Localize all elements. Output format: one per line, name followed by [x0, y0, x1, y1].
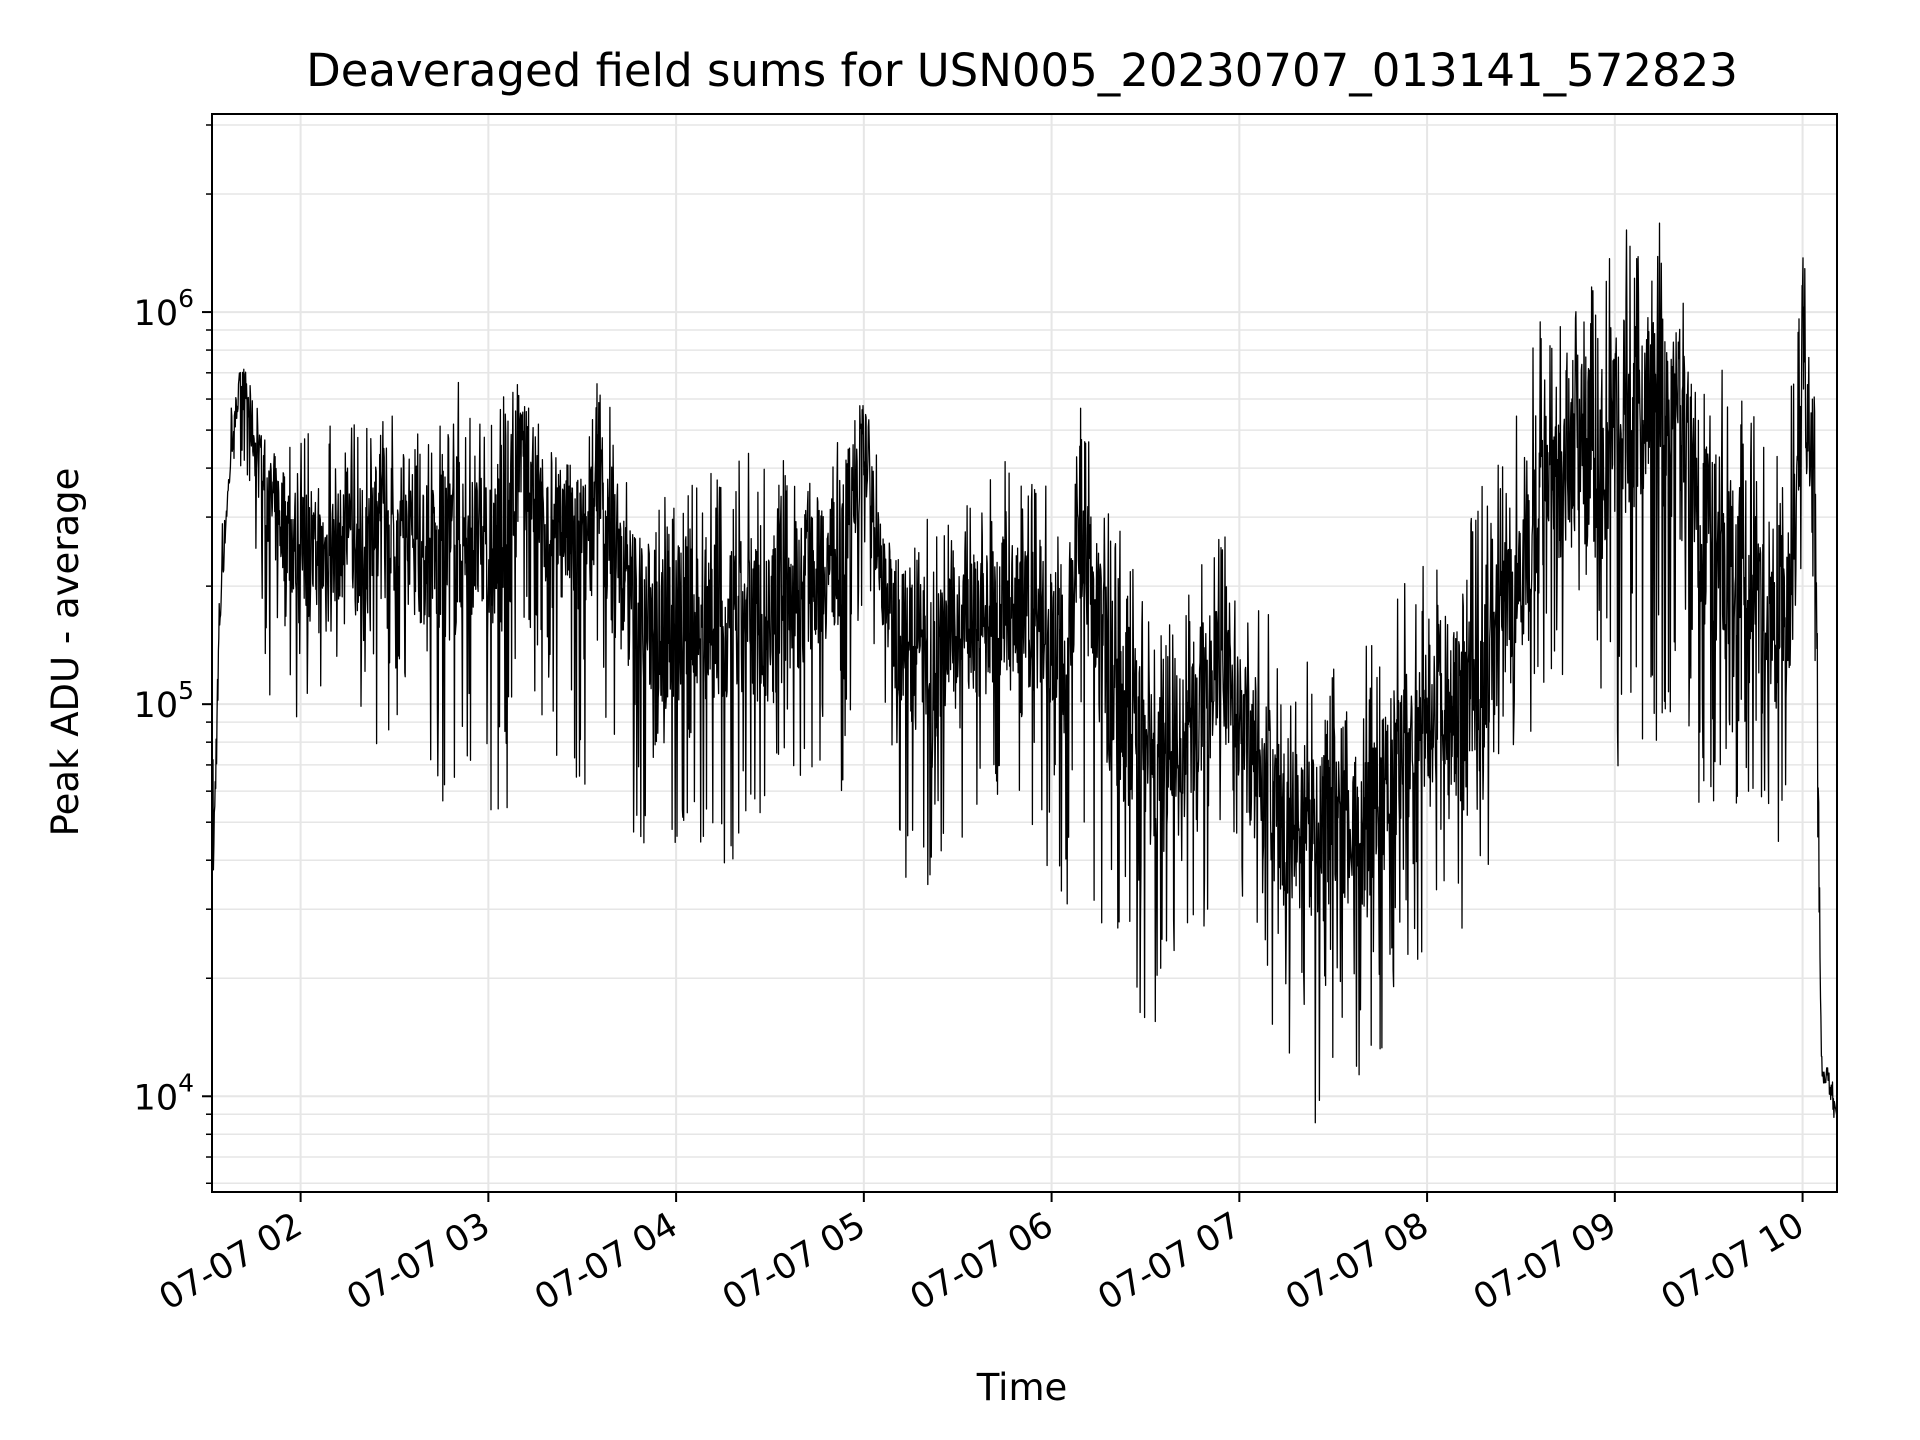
- y-tick-exponent: 4: [178, 1068, 194, 1097]
- y-tick-label: 104: [134, 1068, 194, 1118]
- y-axis-label: Peak ADU - average: [44, 468, 87, 837]
- y-tick-label: 105: [134, 676, 194, 726]
- y-tick-exponent: 6: [178, 284, 194, 313]
- series-line: [212, 222, 1838, 1124]
- data-layer: [212, 222, 1838, 1124]
- y-tick-base: 10: [134, 294, 179, 334]
- y-tick-base: 10: [134, 686, 179, 726]
- chart-title: Deaveraged field sums for USN005_2023070…: [306, 44, 1738, 97]
- x-axis-label: Time: [976, 1366, 1068, 1409]
- y-tick-base: 10: [134, 1078, 179, 1118]
- y-tick-label: 106: [134, 284, 194, 334]
- y-tick-exponent: 5: [178, 676, 194, 705]
- plot-area-frame: [211, 113, 1838, 1193]
